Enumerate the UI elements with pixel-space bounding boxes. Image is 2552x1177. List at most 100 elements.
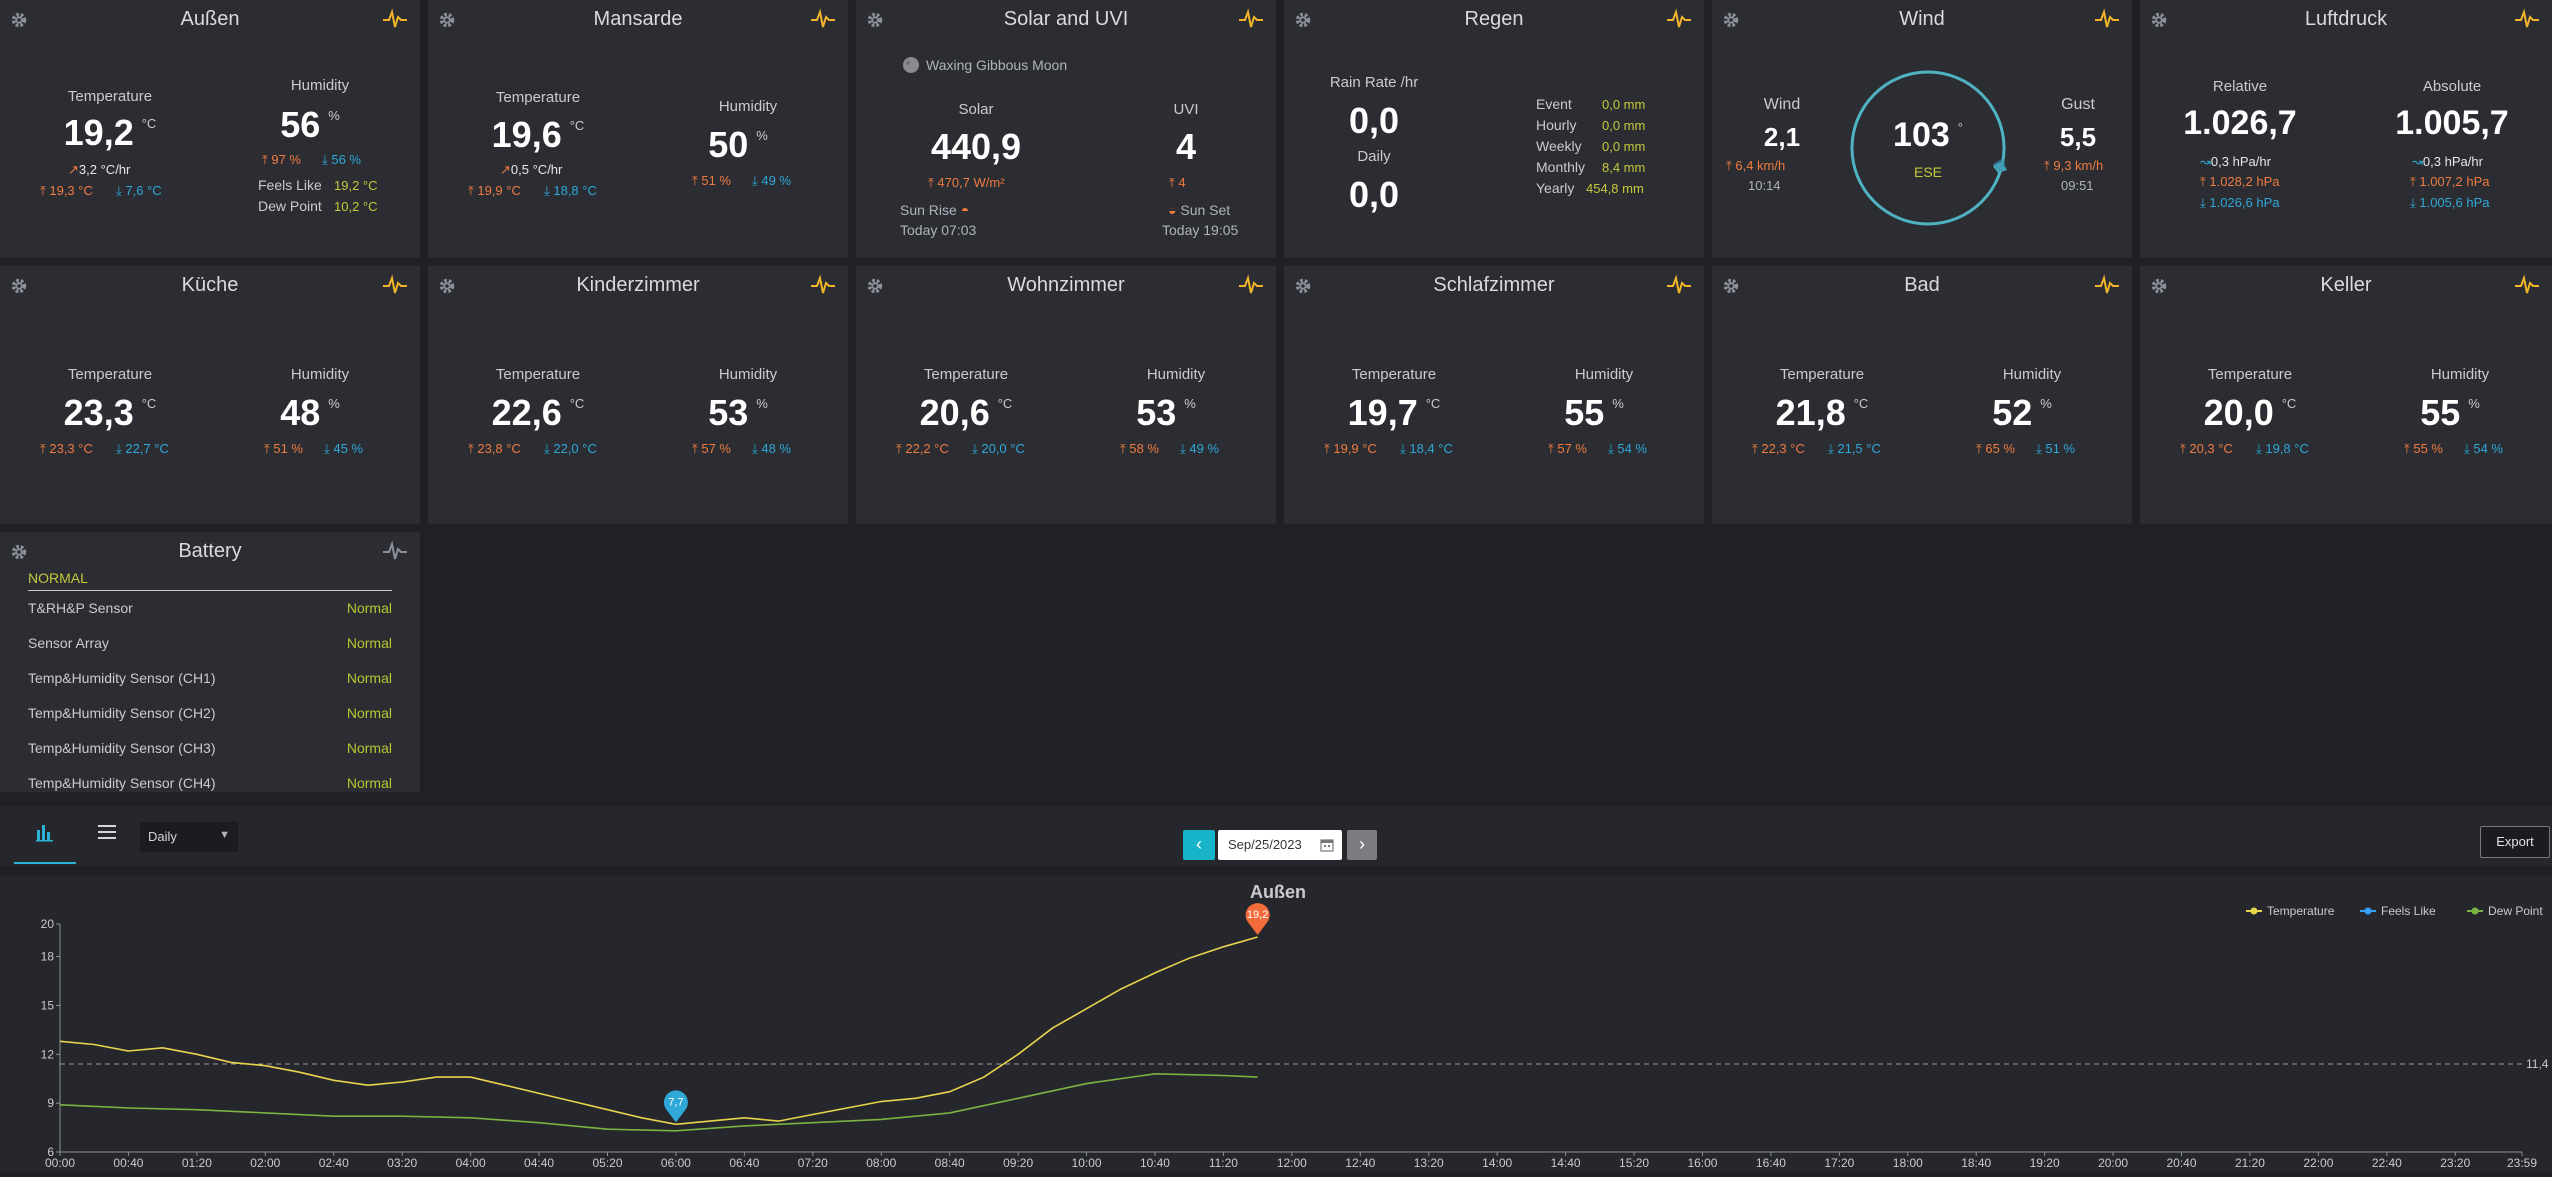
export-button[interactable]: Export <box>2480 826 2550 858</box>
gear-icon[interactable] <box>438 277 456 295</box>
gear-icon[interactable] <box>438 11 456 29</box>
list-view-tab[interactable] <box>86 806 130 864</box>
temperature-value: 19,2 °C <box>63 112 157 153</box>
relative-pressure-high: ⤒ 1.028,2 hPa <box>2200 174 2280 189</box>
relative-pressure-low: ⤓ 1.026,6 hPa <box>2200 195 2280 210</box>
temperature-high: ⤒ 19,3 °C <box>40 183 93 198</box>
gust-high-time: 09:51 <box>2061 178 2094 193</box>
gear-icon[interactable] <box>1722 277 1740 295</box>
temperature-high: ⤒ 19,9 °C <box>468 183 521 198</box>
rain-yearly-label: Yearly <box>1536 180 1575 196</box>
legend-dot <box>2250 907 2258 915</box>
previous-date-button[interactable]: ‹ <box>1183 830 1215 860</box>
x-tick-label: 18:00 <box>1893 1156 1923 1170</box>
date-value: Sep/25/2023 <box>1228 837 1302 852</box>
max-marker: 19,2 <box>1245 903 1270 936</box>
wind-direction-value: 103 ° <box>1893 116 1963 154</box>
x-tick-label: 00:40 <box>113 1156 143 1170</box>
gear-icon[interactable] <box>866 277 884 295</box>
wind-high-time: 10:14 <box>1748 178 1781 193</box>
x-tick-label: 16:00 <box>1687 1156 1717 1170</box>
y-tick-label: 6 <box>47 1145 54 1159</box>
temperature-high: ⤒ 23,3 °C <box>40 441 93 456</box>
x-tick-label: 23:20 <box>2440 1156 2470 1170</box>
x-tick-label: 01:20 <box>182 1156 212 1170</box>
humidity-low: ⤓ 49 % <box>752 173 791 188</box>
gear-icon[interactable] <box>10 277 28 295</box>
wind-value: 2,1 <box>1763 122 1801 152</box>
relative-pressure-value: 1.026,7 <box>2183 104 2297 142</box>
humidity-label: Humidity <box>2002 366 2062 383</box>
chart-pulse-icon[interactable] <box>1238 274 1264 296</box>
temperature-high: ⤒ 20,3 °C <box>2180 441 2233 456</box>
gear-icon[interactable] <box>10 543 28 561</box>
wind-high: ⤒ 6,4 km/h <box>1726 158 1786 173</box>
temperature-label: Temperature <box>495 366 581 383</box>
gear-icon[interactable] <box>866 11 884 29</box>
sunset-icon: ◒ <box>1168 202 1177 218</box>
calendar-icon <box>1320 839 1334 852</box>
x-tick-label: 13:20 <box>1414 1156 1444 1170</box>
chart-pulse-icon[interactable] <box>1666 8 1692 30</box>
tile-luftdruck: Luftdruck Relative 1.026,7 ↝0,3 hPa/hr ⤒… <box>2140 0 2552 258</box>
battery-row: Temp&Humidity Sensor (CH3) Normal <box>28 740 392 756</box>
x-tick-label: 04:00 <box>456 1156 486 1170</box>
chart-pulse-icon[interactable] <box>810 8 836 30</box>
x-tick-label: 12:40 <box>1345 1156 1375 1170</box>
x-tick-label: 15:20 <box>1619 1156 1649 1170</box>
chart-pulse-icon[interactable] <box>2514 274 2540 296</box>
rain-rate-value: 0,0 <box>1348 100 1400 141</box>
chart-pulse-icon[interactable] <box>1666 274 1692 296</box>
x-tick-label: 04:40 <box>524 1156 554 1170</box>
x-tick-label: 22:00 <box>2303 1156 2333 1170</box>
date-picker[interactable]: Sep/25/2023 <box>1218 830 1342 860</box>
temperature-high: ⤒ 22,3 °C <box>1752 441 1805 456</box>
humidity-value: 50% <box>708 124 768 165</box>
temperature-value: 23,3 °C <box>63 392 157 433</box>
chart-view-tab[interactable] <box>14 806 76 864</box>
average-label: 11,4 <box>2526 1057 2549 1071</box>
gear-icon[interactable] <box>1294 11 1312 29</box>
period-select[interactable]: Daily ▼ <box>140 822 238 852</box>
x-tick-label: 19:20 <box>2030 1156 2060 1170</box>
legend-label: Temperature <box>2267 904 2335 918</box>
legend-label: Dew Point <box>2488 904 2543 918</box>
sunset-label: ◒ Sun Set <box>1168 202 1231 218</box>
chart-pulse-icon[interactable] <box>2094 8 2120 30</box>
next-date-button[interactable]: › <box>1347 830 1377 860</box>
chart-pulse-icon[interactable] <box>382 8 408 30</box>
tile-regen: Regen Rain Rate /hr 0,0 Daily 0,0 Event … <box>1284 0 1704 258</box>
temperature-low: ⤓ 19,8 °C <box>2256 441 2309 456</box>
x-tick-label: 16:40 <box>1756 1156 1786 1170</box>
chart-pulse-icon[interactable] <box>2094 274 2120 296</box>
gear-icon[interactable] <box>10 11 28 29</box>
humidity-label: Humidity <box>718 366 778 383</box>
humidity-high: ⤒ 57 % <box>692 441 731 456</box>
tile-title: Bad <box>1904 274 1940 296</box>
humidity-label: Humidity <box>1574 366 1634 383</box>
absolute-pressure-trend: ↝0,3 hPa/hr <box>2412 154 2483 169</box>
gear-icon[interactable] <box>1722 11 1740 29</box>
temperature-value: 21,8 °C <box>1775 392 1869 433</box>
chart-pulse-icon[interactable] <box>382 274 408 296</box>
gear-icon[interactable] <box>2150 11 2168 29</box>
y-tick-label: 20 <box>41 917 55 931</box>
humidity-high: ⤒ 51 % <box>692 173 731 188</box>
temperature-label: Temperature <box>67 88 153 105</box>
x-tick-label: 02:00 <box>250 1156 280 1170</box>
chart-pulse-icon[interactable] <box>1238 8 1264 30</box>
uvi-label: UVI <box>1173 101 1199 118</box>
temperature-low: ⤓ 7,6 °C <box>116 183 162 198</box>
chart-pulse-icon[interactable] <box>382 540 408 562</box>
humidity-label: Humidity <box>1146 366 1206 383</box>
gear-icon[interactable] <box>2150 277 2168 295</box>
x-tick-label: 11:20 <box>1209 1156 1238 1170</box>
chart-pulse-icon[interactable] <box>2514 8 2540 30</box>
gear-icon[interactable] <box>1294 277 1312 295</box>
legend-item: Temperature <box>2246 904 2335 918</box>
chart-pulse-icon[interactable] <box>810 274 836 296</box>
x-tick-label: 23:59 <box>2507 1156 2537 1170</box>
temperature-trend: ↗3,2 °C/hr <box>68 162 131 177</box>
temperature-label: Temperature <box>1351 366 1437 383</box>
temperature-label: Temperature <box>1779 366 1865 383</box>
